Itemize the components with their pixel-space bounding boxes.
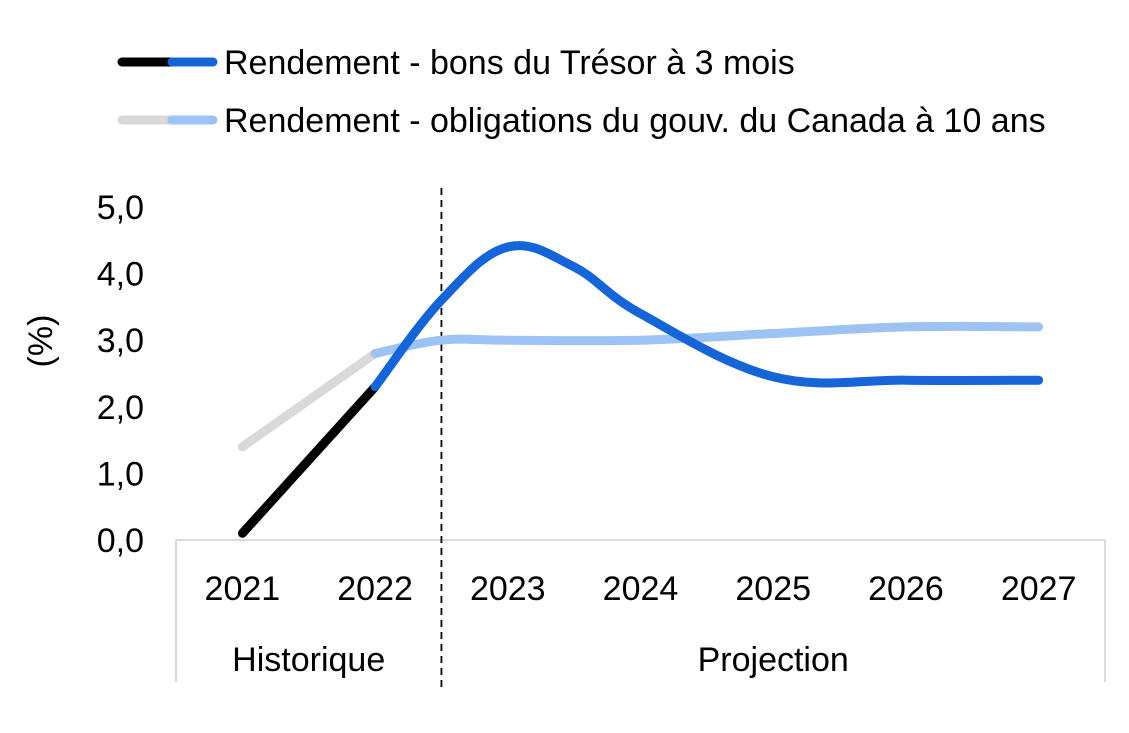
y-tick-label: 2,0 xyxy=(97,389,144,427)
x-axis: 2021 2022 2023 2024 2025 2026 2027 Historique Pr… xyxy=(175,188,1106,690)
y-tick-label: 1,0 xyxy=(97,455,144,493)
series-line-bond-projection xyxy=(370,321,1044,358)
legend-label-bond: Rendement - obligations du gouv. du Cana… xyxy=(224,102,1046,140)
legend: Rendement - bons du Trésor à 3 mois Rend… xyxy=(117,44,1046,140)
legend-item-tbill: Rendement - bons du Trésor à 3 mois xyxy=(117,44,795,82)
x-tick-label: 2025 xyxy=(735,570,811,608)
x-tick-label: 2026 xyxy=(868,570,944,608)
y-tick-label: 5,0 xyxy=(97,189,144,227)
y-tick-label: 4,0 xyxy=(97,256,144,294)
series-line-tbill-projection xyxy=(370,241,1044,392)
series-line-tbill-historic xyxy=(237,382,380,538)
y-tick-label: 3,0 xyxy=(97,322,144,360)
legend-label-tbill: Rendement - bons du Trésor à 3 mois xyxy=(224,44,795,82)
legend-item-bond: Rendement - obligations du gouv. du Cana… xyxy=(117,102,1046,140)
x-tick-label: 2021 xyxy=(205,570,281,608)
series-layer xyxy=(237,241,1044,538)
group-label: Historique xyxy=(232,641,385,679)
series-line-bond-historic xyxy=(237,349,380,452)
x-tick-label: 2027 xyxy=(1001,570,1077,608)
y-tick-label: 0,0 xyxy=(97,522,144,560)
x-tick-label: 2023 xyxy=(470,570,546,608)
y-axis-ticks: 0,0 1,0 2,0 3,0 4,0 5,0 xyxy=(97,189,144,560)
x-tick-label: 2024 xyxy=(603,570,679,608)
group-label: Projection xyxy=(698,641,849,679)
x-tick-label: 2022 xyxy=(337,570,413,608)
y-axis-label: (%) xyxy=(22,315,60,368)
